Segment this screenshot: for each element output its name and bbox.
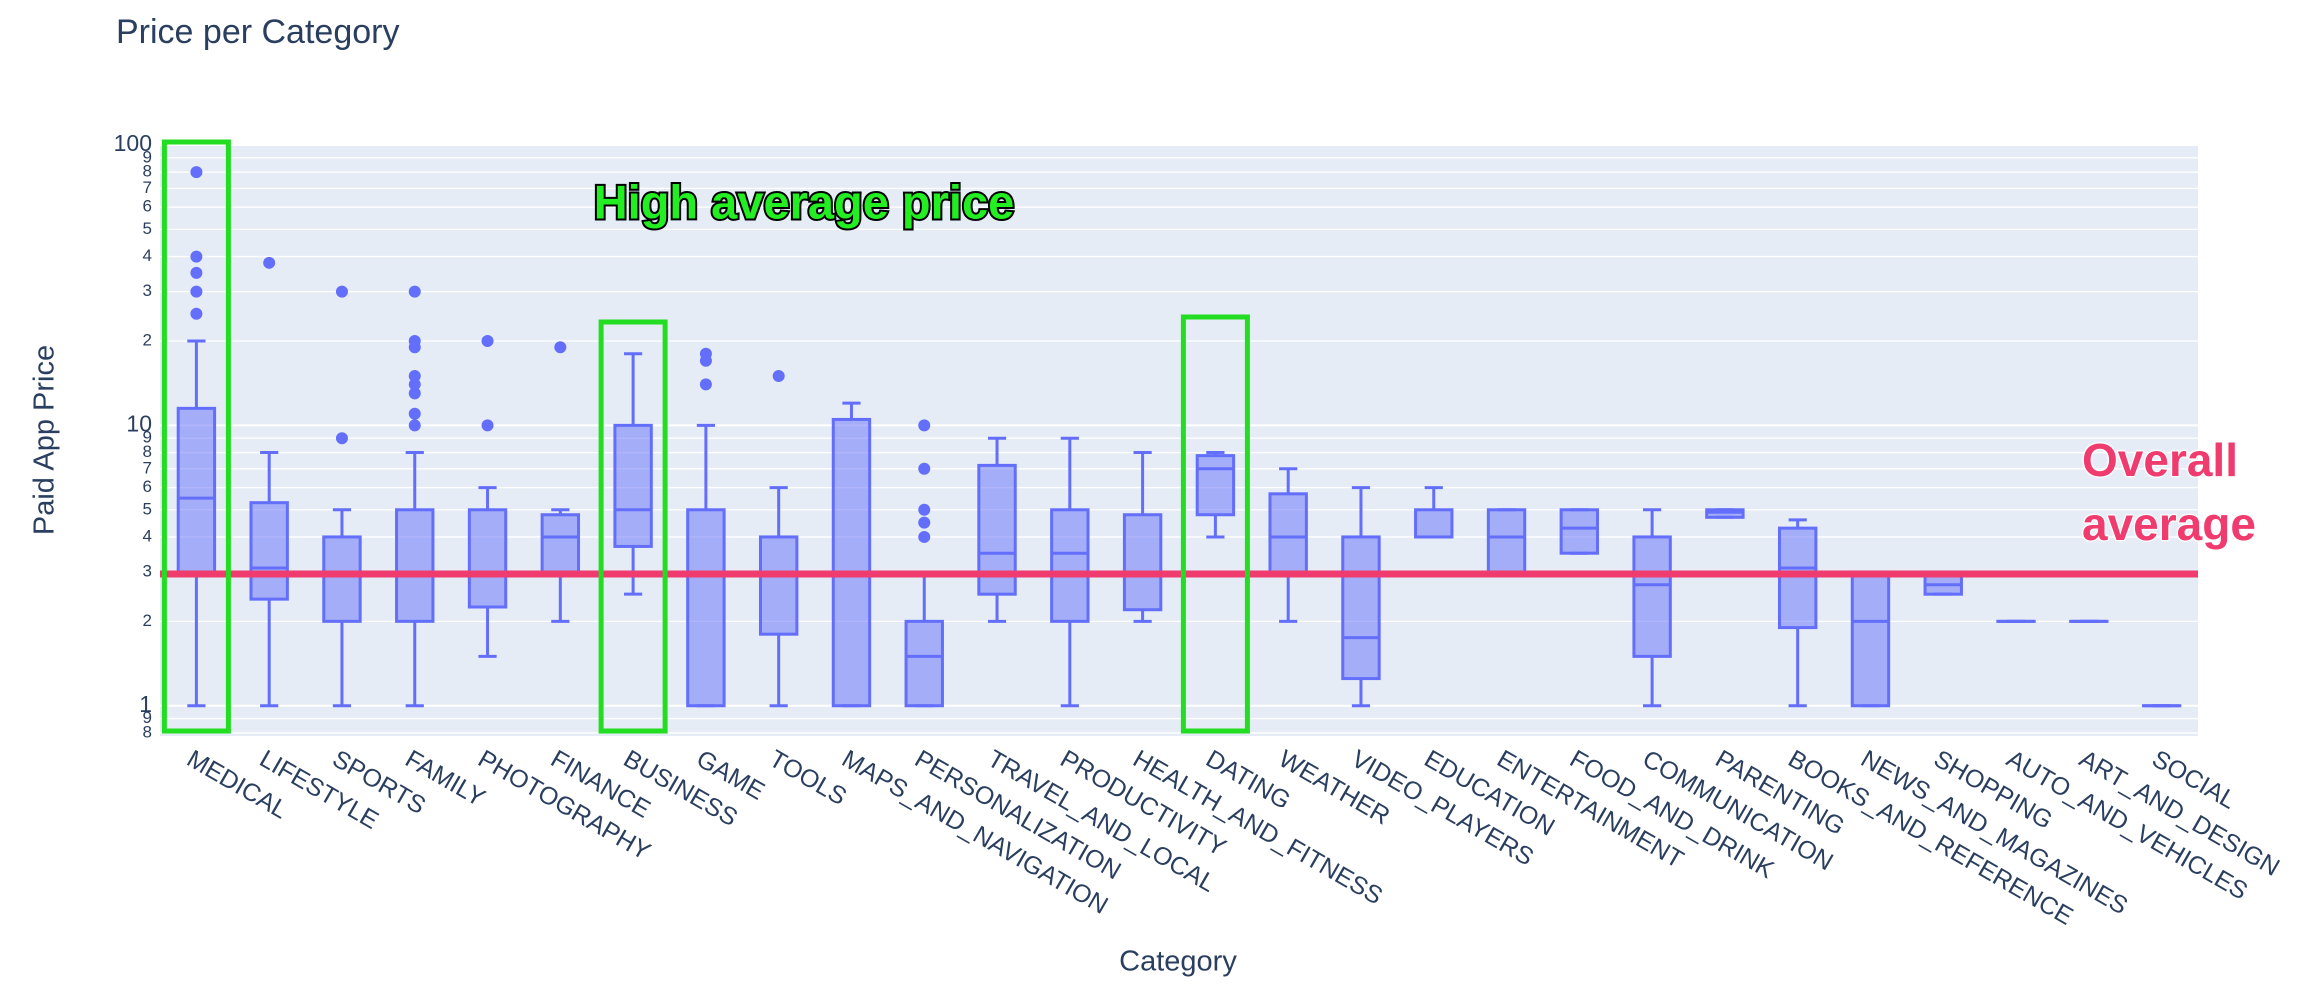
y-tick-label: 9 [143,708,152,727]
y-tick-label: 2 [143,330,152,349]
outlier [190,285,203,298]
y-tick-label: 9 [143,428,152,447]
outlier [335,285,348,298]
box [540,513,581,574]
highlight-frame [161,139,231,734]
outlier [408,370,421,383]
outlier [190,166,203,179]
box [1777,526,1818,630]
y-tick-label: 3 [143,561,152,580]
box [395,508,435,623]
outlier [699,378,712,391]
box [1122,513,1163,612]
y-tick-label: 5 [143,219,152,238]
y-tick-label: 4 [143,246,152,265]
outlier [481,419,494,432]
outlier [772,370,785,383]
y-tick-label: 8 [143,162,152,181]
y-tick-label: 6 [143,197,152,216]
x-axis-title: Category [1119,946,1237,978]
outlier [408,285,421,298]
outlier [408,419,421,432]
box [1486,508,1527,574]
average-annotation: Overall average [2081,433,2257,551]
y-tick-label: 10 [126,410,152,436]
outlier [408,334,421,347]
y-tick-label: 8 [143,442,152,461]
outlier [699,347,712,360]
y-tick-label: 7 [143,458,152,477]
x-tick-label: TOOLS [764,745,851,811]
outlier [408,407,421,420]
outlier [918,530,931,543]
box [322,535,362,623]
outlier [190,250,203,263]
y-tick-label: 8 [143,722,152,741]
box [1559,508,1600,555]
outlier [190,307,203,320]
box [1414,508,1454,539]
outlier [918,462,931,475]
y-tick-label: 2 [143,611,152,630]
box [904,619,944,708]
outlier [263,256,276,269]
box [176,406,217,574]
box [249,501,289,601]
box [1341,535,1381,681]
box [1268,492,1308,574]
box [1195,454,1236,517]
box [831,417,872,708]
box [1850,570,1891,708]
highlight-frame [1180,314,1250,734]
outlier [190,266,203,279]
outlier [554,341,567,354]
outlier [335,432,348,445]
y-tick-label: 5 [143,499,152,518]
outlier [481,334,494,347]
y-tick-label: 3 [143,281,152,300]
box [467,508,508,609]
outlier [918,516,931,529]
y-tick-label: 9 [143,147,152,166]
y-tick-label: 1 [139,691,152,717]
y-tick-label: 7 [143,178,152,197]
highlight-frame [598,319,668,734]
y-tick-label: 100 [114,130,152,156]
box [1050,508,1090,623]
y-tick-label: 6 [143,477,152,496]
box [1632,535,1672,658]
outlier [918,503,931,516]
outlier [918,419,931,432]
box [686,508,726,708]
y-axis-title: Paid App Price [29,345,61,535]
price-annotation: High average price [594,175,1015,228]
box [758,535,799,636]
outlier [408,387,421,400]
box [613,423,653,548]
outlier [408,378,421,391]
plot-background [160,145,2198,736]
chart-title: Price per Category [116,13,399,51]
y-tick-label: 4 [143,526,152,545]
